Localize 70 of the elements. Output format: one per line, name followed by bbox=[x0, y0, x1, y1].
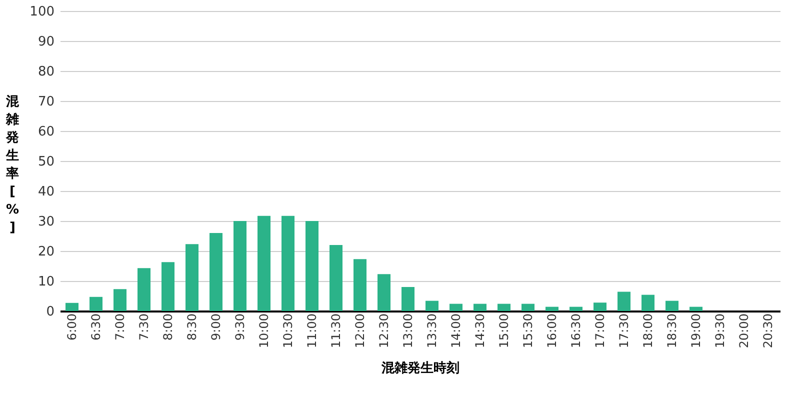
bar bbox=[114, 289, 126, 311]
bar bbox=[378, 274, 390, 311]
x-tick-label: 8:30 bbox=[185, 314, 199, 340]
x-tick-label: 18:00 bbox=[641, 314, 655, 348]
x-tick-label: 20:30 bbox=[761, 314, 775, 348]
x-tick-label: 12:30 bbox=[377, 314, 391, 348]
x-tick-label: 19:00 bbox=[689, 314, 703, 348]
y-tick-label: 100 bbox=[30, 4, 54, 20]
x-tick-label: 7:00 bbox=[113, 314, 127, 340]
bar bbox=[186, 244, 198, 311]
bar bbox=[666, 300, 678, 311]
bar bbox=[426, 300, 438, 311]
bar bbox=[210, 233, 222, 311]
y-tick-label: 10 bbox=[38, 274, 54, 290]
y-tick-label: 40 bbox=[38, 184, 54, 200]
y-tick-label: 70 bbox=[38, 94, 54, 110]
x-tick-label: 9:30 bbox=[233, 314, 247, 340]
x-tick-label: 15:30 bbox=[521, 314, 535, 348]
x-tick-label: 17:30 bbox=[617, 314, 631, 348]
y-axis-title: 混雑発生率[%] bbox=[5, 94, 20, 236]
x-tick-label: 8:00 bbox=[161, 314, 175, 340]
bar bbox=[162, 262, 174, 311]
x-tick-label: 19:30 bbox=[713, 314, 727, 348]
y-tick-label: 20 bbox=[38, 244, 54, 260]
x-tick-label: 20:00 bbox=[737, 314, 751, 348]
x-tick-label: 18:30 bbox=[665, 314, 679, 348]
x-tick-label: 16:00 bbox=[545, 314, 559, 348]
x-tick-label: 13:00 bbox=[401, 314, 415, 348]
y-tick-label: 80 bbox=[38, 64, 54, 80]
y-tick-label: 50 bbox=[38, 154, 54, 170]
x-tick-label: 16:30 bbox=[569, 314, 583, 348]
bar bbox=[522, 304, 534, 311]
x-tick-label: 10:30 bbox=[281, 314, 295, 348]
x-tick-label: 6:30 bbox=[89, 314, 103, 340]
x-tick-label: 12:00 bbox=[353, 314, 367, 348]
y-tick-label: 60 bbox=[38, 124, 54, 140]
x-tick-label: 14:00 bbox=[449, 314, 463, 348]
x-tick-label: 9:00 bbox=[209, 314, 223, 340]
x-tick-label: 6:00 bbox=[65, 314, 79, 340]
bar bbox=[402, 287, 414, 311]
x-axis-title: 混雑発生時刻 bbox=[380, 360, 460, 376]
bar bbox=[570, 306, 582, 311]
x-tick-label: 17:00 bbox=[593, 314, 607, 348]
bar bbox=[690, 306, 702, 311]
bar bbox=[330, 245, 342, 311]
bar bbox=[642, 294, 654, 311]
bar bbox=[594, 302, 606, 311]
bar bbox=[450, 304, 462, 311]
bar bbox=[90, 296, 102, 311]
bar bbox=[474, 304, 486, 311]
x-tick-label: 13:30 bbox=[425, 314, 439, 348]
y-tick-label: 30 bbox=[38, 214, 54, 230]
bar bbox=[234, 221, 246, 311]
bar bbox=[258, 216, 270, 311]
x-tick-label: 7:30 bbox=[137, 314, 151, 340]
bar bbox=[306, 221, 318, 311]
bar bbox=[618, 292, 630, 311]
bar bbox=[138, 268, 150, 311]
x-tick-label: 10:00 bbox=[257, 314, 271, 348]
bar bbox=[354, 259, 366, 311]
x-tick-label: 11:30 bbox=[329, 314, 343, 348]
x-tick-label: 15:00 bbox=[497, 314, 511, 348]
bar bbox=[546, 306, 558, 311]
y-tick-label: 0 bbox=[46, 304, 54, 320]
x-tick-label: 11:00 bbox=[305, 314, 319, 348]
bar bbox=[66, 302, 78, 311]
x-tick-label: 14:30 bbox=[473, 314, 487, 348]
bar bbox=[498, 304, 510, 311]
y-tick-label: 90 bbox=[38, 34, 54, 50]
bar bbox=[282, 216, 294, 311]
